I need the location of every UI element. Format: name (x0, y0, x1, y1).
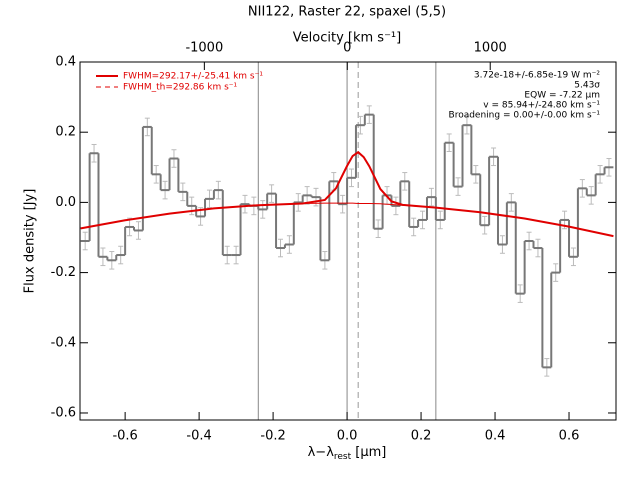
y-tick-label: 0.2 (55, 125, 76, 140)
x-label-part: [μm] (351, 445, 386, 460)
y-tick-label: -0.2 (51, 265, 76, 280)
x-tick-label: -0.4 (186, 429, 211, 444)
y-tick-label: -0.4 (51, 335, 76, 350)
x-tick-label: 0.2 (411, 429, 432, 444)
x-tick-label: -0.6 (112, 429, 137, 444)
y-axis-label: Flux density [Jy] (23, 189, 38, 294)
x-tick-label: -0.2 (260, 429, 285, 444)
annotation: Broadening = 0.00+/-0.00 km s⁻¹ (449, 111, 601, 121)
y-tick-label: 0.0 (55, 195, 76, 210)
annotation: 5.43σ (574, 81, 600, 91)
annotation: 3.72e-18+/-6.85e-19 W m⁻² (474, 71, 601, 81)
x2-axis-label: Velocity [km s⁻¹] (293, 31, 401, 46)
plot-frame (79, 61, 617, 421)
annotation: v = 85.94+/-24.80 km s⁻¹ (483, 101, 600, 111)
x-label-sub: rest (334, 452, 352, 462)
legend-label: FWHM_th=292.86 km s⁻¹ (123, 83, 238, 93)
x-tick-label: 0.0 (337, 429, 358, 444)
x-label-part: λ−λ (308, 445, 335, 460)
x2-tick-label: 1000 (474, 41, 507, 56)
model-line (80, 202, 614, 237)
x-tick-label: 0.4 (485, 429, 506, 444)
x2-tick-label: 0 (343, 41, 351, 56)
y-tick-label: 0.4 (55, 55, 76, 70)
legend-label: FWHM=292.17+/-25.41 km s⁻¹ (123, 72, 263, 82)
chart-title: NII122, Raster 22, spaxel (5,5) (248, 5, 446, 20)
annotation: EQW = -7.22 μm (524, 91, 600, 101)
y-tick-label: -0.6 (51, 405, 76, 420)
x-tick-label: 0.6 (559, 429, 580, 444)
x2-tick-label: -1000 (185, 41, 223, 56)
x-axis-label: λ−λrest [μm] (308, 445, 387, 462)
